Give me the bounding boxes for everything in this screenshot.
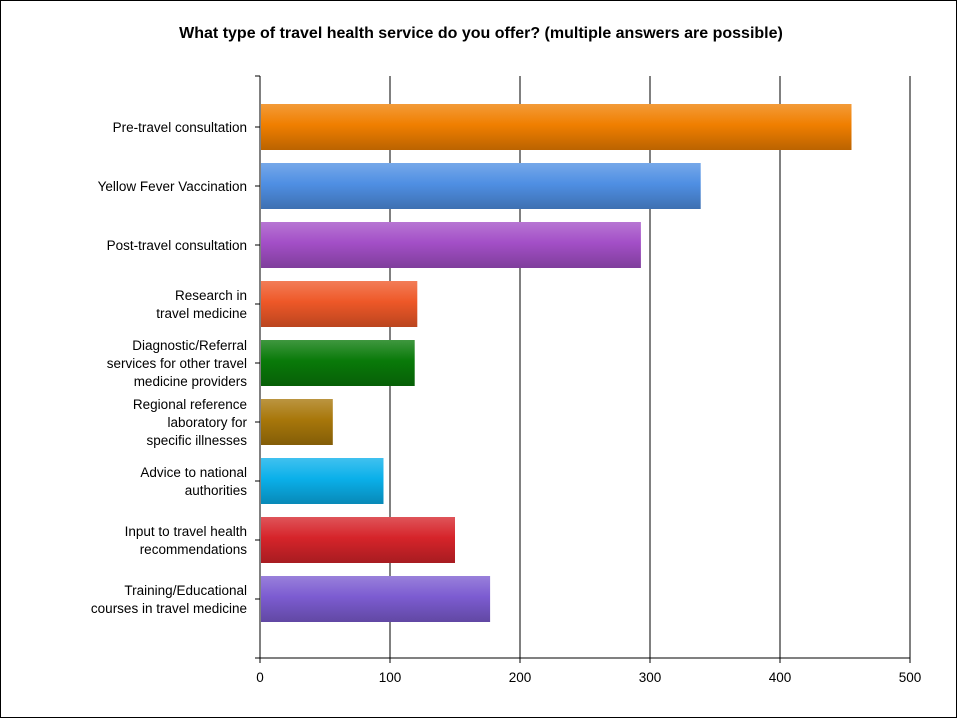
bar	[261, 517, 455, 563]
category-label: Research in travel medicine	[156, 288, 247, 321]
x-tick-label: 0	[256, 670, 264, 685]
x-tick-labels: 0 100 200 300 400 500	[256, 670, 921, 685]
bars	[261, 104, 852, 622]
x-tick-label: 100	[379, 670, 402, 685]
bar	[261, 340, 415, 386]
bar	[261, 163, 701, 209]
bar	[261, 576, 491, 622]
category-label: Regional reference laboratory for specific…	[133, 397, 248, 448]
x-tick-label: 300	[639, 670, 662, 685]
x-tick-label: 400	[769, 670, 792, 685]
bar	[261, 458, 384, 504]
category-labels: Pre-travel consultation Yellow Fever Vacc…	[91, 120, 248, 616]
bar	[261, 222, 641, 268]
bar	[261, 399, 333, 445]
bar	[261, 104, 852, 150]
bar	[261, 281, 418, 327]
x-tick-label: 200	[509, 670, 532, 685]
category-label: Pre-travel consultation	[113, 120, 247, 135]
category-label: Input to travel health recommendations	[125, 524, 248, 557]
category-label: Diagnostic/Referral services for other tr…	[107, 338, 248, 389]
category-label: Advice to national authorities	[140, 465, 247, 498]
chart-title: What type of travel health service do yo…	[179, 25, 783, 42]
category-label: Post-travel consultation	[107, 238, 247, 253]
x-tick-label: 500	[899, 670, 922, 685]
category-label: Yellow Fever Vaccination	[98, 179, 247, 194]
category-label: Training/Educational courses in travel me…	[91, 583, 247, 616]
axes	[255, 75, 911, 663]
